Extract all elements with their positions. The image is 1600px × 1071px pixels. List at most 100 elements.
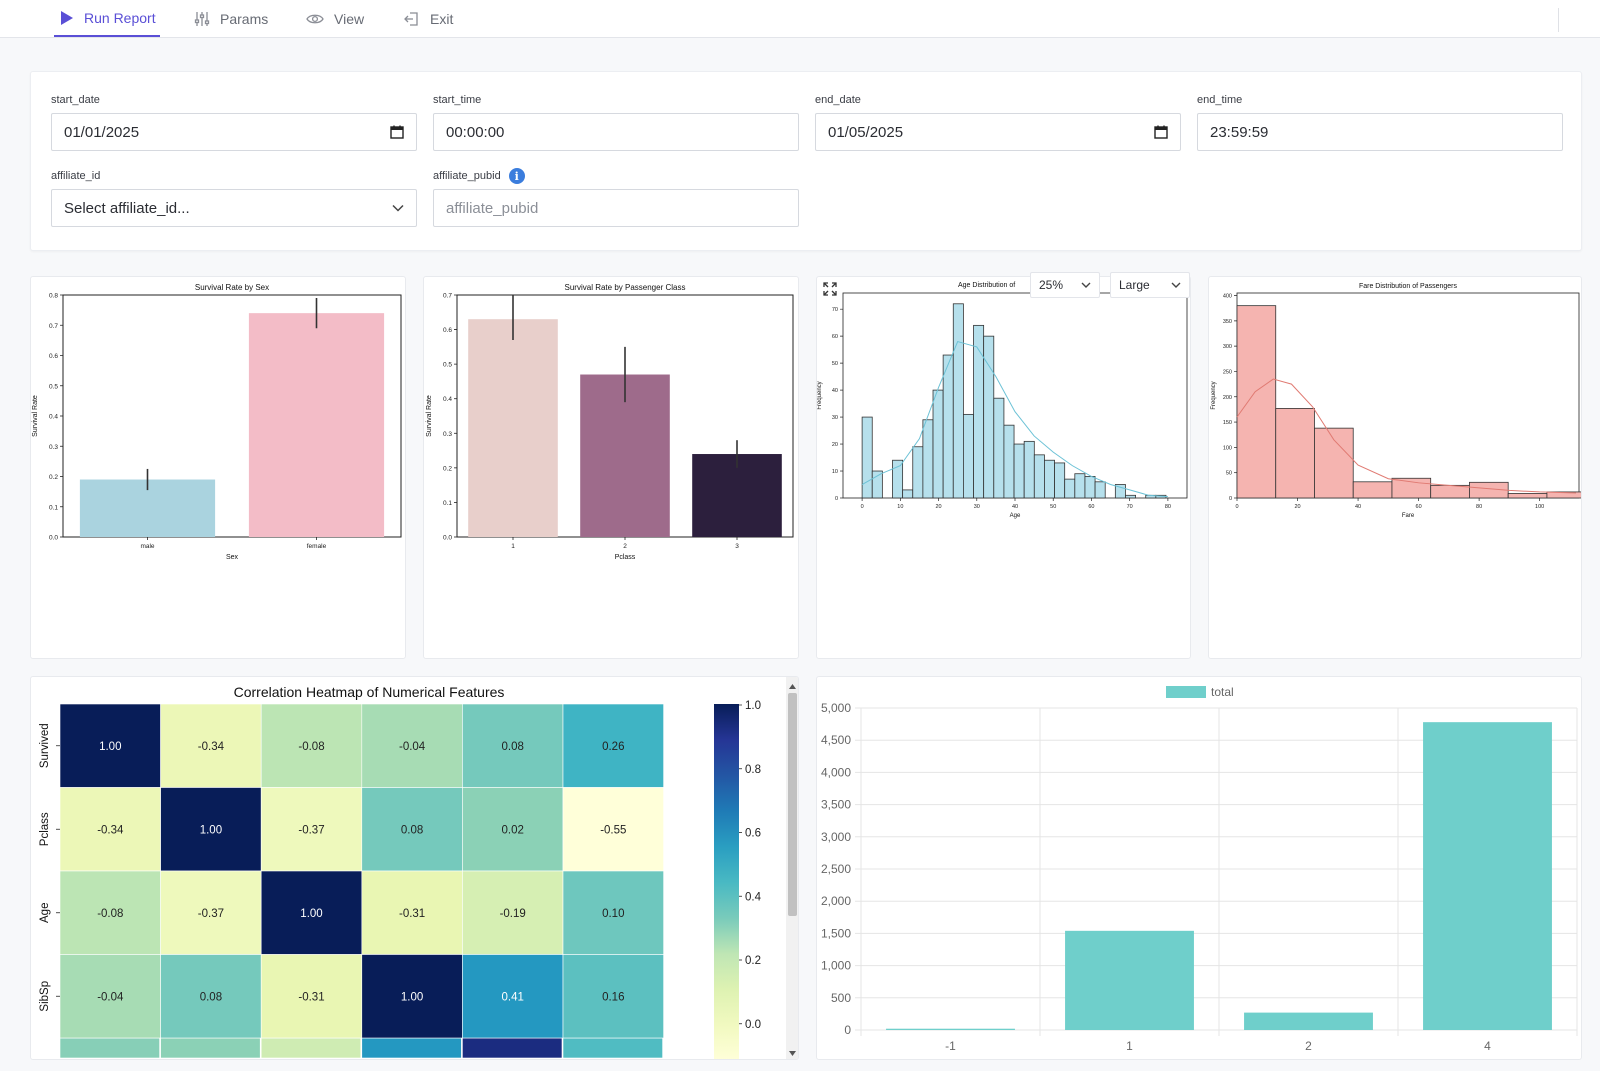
bar-2 <box>1244 1012 1373 1030</box>
start-time-value: 00:00:00 <box>446 123 505 141</box>
affiliate-pubid-input[interactable]: affiliate_pubid <box>433 189 799 227</box>
histogram-bin <box>1074 473 1086 499</box>
run-report-label: Run Report <box>84 9 156 26</box>
correlation-heatmap-chart: Correlation Heatmap of Numerical Feature… <box>39 677 798 1059</box>
legend-swatch <box>1166 686 1206 698</box>
colorbar-tick-label: 0.8 <box>745 764 761 776</box>
y-tick-label: 0.0 <box>443 535 452 542</box>
affiliate-id-select[interactable]: Select affiliate_id... <box>51 189 417 227</box>
histogram-bin <box>892 459 904 499</box>
x-axis-label: Sex <box>226 554 239 561</box>
colorbar-tick-label: 0.0 <box>745 1019 761 1031</box>
params-tab[interactable]: Params <box>194 0 268 37</box>
survival-by-sex-card: Survival Rate by Sex Sex Survival Rate 0.0 0… <box>30 276 406 659</box>
heatmap-cell <box>462 1037 563 1059</box>
end-date-value: 01/05/2025 <box>828 123 904 141</box>
histogram-bin <box>993 397 1005 499</box>
y-tick-label: 0.1 <box>443 500 452 507</box>
zoom-value: 25% <box>1039 278 1064 292</box>
start-time-label: start_time <box>433 94 482 106</box>
y-tick-label: 1,500 <box>821 926 851 940</box>
histogram-bin <box>1236 305 1277 499</box>
end-time-input[interactable]: 23:59:59 <box>1197 113 1563 151</box>
y-axis-label: Frequency <box>1211 381 1217 409</box>
histogram-bin <box>1507 493 1548 499</box>
sliders-icon <box>194 11 210 26</box>
scrollbar-thumb[interactable] <box>788 693 797 916</box>
histogram-bin <box>1430 484 1470 499</box>
x-tick-label: -1 <box>945 1039 956 1053</box>
heatmap-cell-label: 0.08 <box>401 824 423 836</box>
start-date-value: 01/01/2025 <box>64 123 140 141</box>
start-time-field: start_time 00:00:00 <box>433 93 799 151</box>
heatmap-row-label: SibSp <box>39 981 51 1012</box>
histogram-bin <box>1084 476 1096 499</box>
heatmap-cell <box>562 787 664 872</box>
chevron-down-icon <box>1171 282 1181 288</box>
y-tick-label: 2,500 <box>821 862 851 876</box>
x-tick-label: 0 <box>1235 504 1238 510</box>
histogram-bin <box>861 416 873 499</box>
heatmap-cell <box>59 787 161 872</box>
x-axis-label: Pclass <box>615 554 636 561</box>
end-time-value: 23:59:59 <box>1210 123 1269 141</box>
survival-by-class-chart: Survival Rate by Passenger Class Pclass Su… <box>426 283 794 561</box>
x-tick-label: 60 <box>1416 504 1422 510</box>
exit-tab[interactable]: Exit <box>404 0 453 37</box>
y-tick-label: 0.5 <box>443 362 452 369</box>
heatmap-cell-label: 0.41 <box>502 991 524 1003</box>
heatmap-cell <box>462 954 564 1039</box>
y-tick-label: 0.4 <box>443 396 452 403</box>
histogram-bin <box>952 303 964 499</box>
histogram-bin <box>1275 408 1315 499</box>
y-tick-label: 1,000 <box>821 959 851 973</box>
play-icon <box>61 10 73 25</box>
heatmap-cell <box>160 1037 261 1059</box>
y-axis-label: Survival Rate <box>32 395 39 437</box>
bar-1 <box>1065 930 1194 1030</box>
heatmap-cell <box>462 787 564 872</box>
info-icon[interactable]: i <box>508 168 525 184</box>
end-date-field: end_date 01/05/2025 <box>815 93 1181 151</box>
heatmap-cell-label: -0.31 <box>298 991 324 1003</box>
start-date-label: start_date <box>51 94 100 106</box>
histogram-bin <box>1314 427 1354 499</box>
scroll-up-icon[interactable] <box>789 684 796 689</box>
calendar-icon[interactable] <box>390 125 404 139</box>
start-date-input[interactable]: 01/01/2025 <box>51 113 417 151</box>
end-date-input[interactable]: 01/05/2025 <box>815 113 1181 151</box>
affiliate-pubid-label: affiliate_pubid <box>433 170 501 182</box>
chart-title: Correlation Heatmap of Numerical Feature… <box>234 684 505 700</box>
run-report-tab[interactable]: Run Report <box>54 0 160 37</box>
y-tick-label: 0.1 <box>49 504 58 511</box>
heatmap-cell-label: -0.08 <box>298 741 324 753</box>
zoom-select[interactable]: 25% <box>1030 272 1100 298</box>
y-tick-label: 20 <box>832 442 838 448</box>
y-tick-label: 0 <box>835 496 838 502</box>
scroll-down-icon[interactable] <box>789 1051 796 1056</box>
affiliate-pubid-label-row: affiliate_pubid i <box>433 168 799 184</box>
expand-icon[interactable] <box>823 282 837 296</box>
size-select[interactable]: Large <box>1110 272 1190 298</box>
heatmap-cell <box>260 870 363 955</box>
start-time-input[interactable]: 00:00:00 <box>433 113 799 151</box>
y-tick-label: 50 <box>1226 471 1232 477</box>
view-tab[interactable]: View <box>306 0 364 37</box>
chart-title: Survival Rate by Passenger Class <box>565 283 686 292</box>
heatmap-cell <box>361 703 463 788</box>
heatmap-cell <box>260 787 363 872</box>
heatmap-cell <box>59 954 161 1039</box>
y-tick-label: 500 <box>831 991 851 1005</box>
heatmap-cell <box>562 870 664 955</box>
x-tick-label: 4 <box>1484 1039 1491 1053</box>
x-tick-label: 50 <box>1050 504 1056 510</box>
y-tick-label: 200 <box>1223 395 1232 401</box>
histogram-bin <box>932 389 944 499</box>
y-tick-label: 0 <box>844 1023 851 1037</box>
y-tick-label: 400 <box>1223 294 1232 300</box>
heatmap-cell-label: 0.26 <box>602 741 624 753</box>
y-tick-label: 0.5 <box>49 383 58 390</box>
kde-line <box>861 340 1168 498</box>
calendar-icon[interactable] <box>1154 125 1168 139</box>
x-tick-label: 60 <box>1088 504 1094 510</box>
